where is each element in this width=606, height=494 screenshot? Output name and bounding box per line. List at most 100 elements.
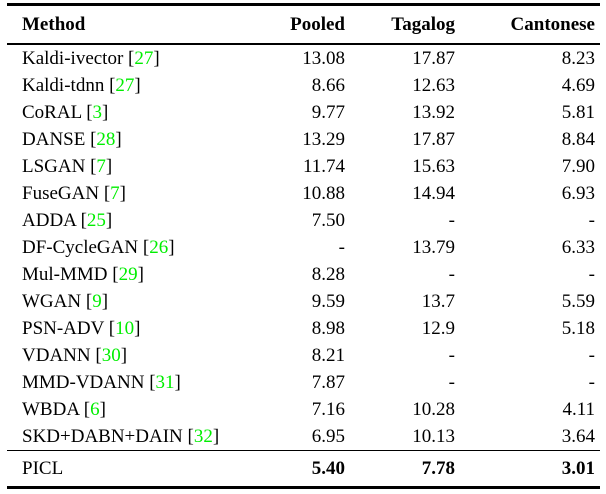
table-row: WBDA [6] 7.16 10.28 4.11 bbox=[7, 396, 600, 423]
pooled-cell: 7.87 bbox=[311, 372, 345, 393]
table-row: CoRAL [3] 9.77 13.92 5.81 bbox=[7, 99, 600, 126]
tagalog-cell: 10.13 bbox=[345, 423, 455, 451]
tagalog-cell: - bbox=[448, 264, 455, 285]
citation-number: 7 bbox=[96, 156, 106, 177]
citation-number: 25 bbox=[86, 210, 106, 231]
cantonese-cell: 5.18 bbox=[561, 318, 595, 339]
citation-bracket-open: [ bbox=[142, 237, 150, 258]
tagalog-cell: 17.87 bbox=[412, 48, 455, 69]
method-label: PSN-ADV bbox=[22, 318, 109, 339]
pooled-cell: 8.28 bbox=[311, 264, 345, 285]
citation-number: 31 bbox=[155, 372, 175, 393]
cantonese-cell: 3.01 bbox=[561, 458, 595, 479]
citation-bracket-close: ] bbox=[99, 399, 106, 420]
citation-number: 6 bbox=[90, 399, 100, 420]
table-row: ADDA [25] 7.50 - - bbox=[7, 207, 600, 234]
citation-bracket-open: [ bbox=[128, 48, 135, 69]
pooled-cell: 10.88 bbox=[302, 183, 345, 204]
method-cell: DF-CycleGAN [26] bbox=[7, 234, 277, 261]
cantonese-cell: 8.23 bbox=[561, 48, 595, 69]
method-cell: VDANN [30] bbox=[7, 342, 277, 369]
table-row: WGAN [9] 9.59 13.7 5.59 bbox=[7, 288, 600, 315]
method-cell: WBDA [6] bbox=[7, 396, 277, 423]
pooled-cell: 8.66 bbox=[311, 75, 345, 96]
tagalog-cell: 17.87 bbox=[412, 129, 455, 150]
citation-number: 7 bbox=[110, 183, 120, 204]
citation-bracket-open: [ bbox=[108, 318, 116, 339]
table-row: Kaldi-tdnn [27] 8.66 12.63 4.69 bbox=[7, 72, 600, 99]
table-row: SKD+DABN+DAIN [32] 6.95 10.13 3.64 bbox=[7, 423, 600, 451]
citation-number: 29 bbox=[118, 264, 138, 285]
pooled-cell: 11.74 bbox=[302, 156, 345, 177]
method-label: VDANN bbox=[22, 345, 96, 366]
citation-bracket-open: [ bbox=[90, 129, 97, 150]
cantonese-cell: 4.69 bbox=[561, 75, 595, 96]
citation-bracket-open: [ bbox=[95, 345, 102, 366]
table-row: LSGAN [7] 11.74 15.63 7.90 bbox=[7, 153, 600, 180]
method-cell: SKD+DABN+DAIN [32] bbox=[7, 423, 277, 451]
table-row: VDANN [30] 8.21 - - bbox=[7, 342, 600, 369]
method-label: CoRAL bbox=[22, 102, 87, 123]
tagalog-cell: - bbox=[448, 210, 455, 231]
pooled-cell: 9.77 bbox=[311, 102, 345, 123]
citation-number: 32 bbox=[193, 426, 213, 447]
citation-bracket-open: [ bbox=[109, 75, 116, 96]
citation-bracket-open: [ bbox=[103, 183, 111, 204]
method-label: FuseGAN bbox=[22, 183, 104, 204]
citation-bracket-close: ] bbox=[105, 156, 113, 177]
tagalog-cell: - bbox=[448, 372, 455, 393]
method-cell: DANSE [28] bbox=[7, 126, 277, 153]
table-row: DANSE [28] 13.29 17.87 8.84 bbox=[7, 126, 600, 153]
citation-bracket-open: [ bbox=[80, 210, 87, 231]
table-body: Kaldi-ivector [27] 13.08 17.87 8.23 Kaldi-td… bbox=[7, 44, 600, 451]
pooled-cell: 7.50 bbox=[311, 210, 345, 231]
citation-number: 10 bbox=[115, 318, 135, 339]
method-label: Kaldi-tdnn bbox=[22, 75, 110, 96]
citation-number: 28 bbox=[96, 129, 116, 150]
method-label: WGAN bbox=[22, 291, 86, 312]
pooled-cell: 8.21 bbox=[311, 345, 345, 366]
tagalog-cell: 13.92 bbox=[412, 102, 455, 123]
method-cell: Kaldi-ivector [27] bbox=[7, 44, 277, 72]
pooled-cell: 7.16 bbox=[311, 399, 345, 420]
method-label: DF-CycleGAN bbox=[22, 237, 143, 258]
results-table: Method Pooled Tagalog Cantonese Kaldi-iv… bbox=[7, 3, 600, 489]
citation-bracket-open: [ bbox=[112, 264, 119, 285]
citation-bracket-open: [ bbox=[86, 102, 93, 123]
tagalog-cell: 14.94 bbox=[412, 183, 455, 204]
citation-number: 9 bbox=[92, 291, 102, 312]
cantonese-cell: 6.33 bbox=[561, 237, 595, 258]
table-row: Kaldi-ivector [27] 13.08 17.87 8.23 bbox=[7, 44, 600, 72]
citation-bracket-close: ] bbox=[105, 210, 113, 231]
pooled-cell: 9.59 bbox=[311, 291, 345, 312]
col-header-method: Method bbox=[7, 4, 277, 45]
method-label: WBDA bbox=[22, 399, 84, 420]
col-header-cantonese: Cantonese bbox=[455, 4, 600, 45]
pooled-cell: 5.40 bbox=[311, 458, 345, 479]
results-table-figure: Method Pooled Tagalog Cantonese Kaldi-iv… bbox=[7, 3, 600, 489]
method-cell: CoRAL [3] bbox=[7, 99, 277, 126]
tagalog-cell: - bbox=[448, 345, 455, 366]
col-header-tagalog: Tagalog bbox=[345, 4, 455, 45]
citation-number: 27 bbox=[115, 75, 135, 96]
method-cell: PICL bbox=[22, 458, 64, 479]
citation-bracket-open: [ bbox=[83, 399, 91, 420]
tagalog-cell: 10.28 bbox=[412, 399, 455, 420]
citation-number: 3 bbox=[92, 102, 103, 123]
method-label: ADDA bbox=[22, 210, 81, 231]
cantonese-cell: 5.81 bbox=[561, 102, 595, 123]
citation-number: 27 bbox=[134, 48, 154, 69]
method-cell: LSGAN [7] bbox=[7, 153, 277, 180]
citation-number: 26 bbox=[149, 237, 169, 258]
citation-bracket-close: ] bbox=[168, 237, 175, 258]
tagalog-cell: 13.7 bbox=[421, 291, 455, 312]
cantonese-cell: - bbox=[588, 345, 595, 366]
picl-row: PICL 5.40 7.78 3.01 bbox=[7, 451, 600, 488]
citation-bracket-open: [ bbox=[149, 372, 156, 393]
tagalog-cell: 12.63 bbox=[412, 75, 455, 96]
pooled-cell: 13.29 bbox=[302, 129, 345, 150]
citation-bracket-close: ] bbox=[134, 318, 141, 339]
citation-bracket-close: ] bbox=[120, 345, 128, 366]
citation-bracket-close: ] bbox=[115, 129, 122, 150]
cantonese-cell: - bbox=[588, 372, 595, 393]
